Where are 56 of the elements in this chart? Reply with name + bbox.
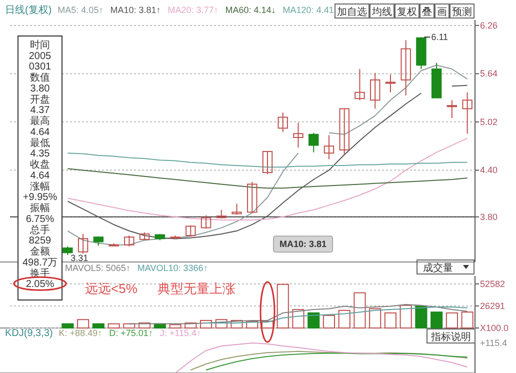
annotation: 指标说明 [430,331,471,343]
text: 4.35 [30,148,50,160]
text: 0301 [28,62,52,73]
text: 3.80 [30,83,50,94]
text: 2.05% [26,279,54,290]
text: 收盘 [30,158,50,171]
text: 叠 [422,7,432,18]
text: MAVOL10: 3366↑ [137,263,208,273]
text: 4.64 [30,126,50,138]
text: 2005 [28,50,52,62]
text: 498.7万 [22,257,58,268]
text: MA20: 3.77↑ [168,5,218,15]
text: 画 [437,7,447,18]
text: +9.95% [22,192,58,204]
text: 总手 [29,224,50,236]
text: K: +88.49↑ [58,328,102,338]
text: 4.37 [30,105,50,116]
y-tick-label: 6.26 [480,20,498,30]
text: 均线 [371,6,392,18]
text: 最高 [30,115,50,128]
text: 加自选 [337,6,367,18]
chart-title: KDJ(9,3,3) [5,328,53,339]
text: 开盘 [30,93,50,106]
text: MA60: 4.14↓ [225,5,276,15]
y-tick-label: 5.64 [480,68,498,79]
annotation: 典型无量上涨 [157,281,236,296]
text: 振幅 [30,202,50,214]
chart-title: 日线(复权) [5,4,52,16]
y-tick-label: 52582 [480,278,506,289]
annotation: 远远<5% [85,281,138,296]
y-tick-label: 4.40 [480,165,498,176]
annotation: 3.31 [70,252,88,263]
text: MA10: 3.81↑ [110,5,161,15]
text: 4.64 [30,170,50,182]
y-tick-label: 5.02 [480,116,498,127]
text: D: +75.01↑ [109,328,153,338]
text: 金额 [30,246,50,258]
text: 复权 [397,6,417,18]
text: 数值 [30,72,50,84]
annotation: 6.11 [431,32,448,42]
text: 预测 [452,6,472,18]
y-tick-label: X100.0 [480,323,509,333]
y-tick-label: 26291 [480,300,506,311]
text: MA120: 4.41 [282,5,334,15]
text: 6.75% [26,214,54,225]
text: 8259 [28,236,52,247]
text: 时间 [30,39,50,51]
series-label: J: +115.4↑ [160,328,201,338]
text: MA5: 4.05↑ [58,5,104,15]
text: +115.4 [480,338,508,348]
text: MAVOL5: 5065↑ [65,263,130,273]
y-tick-label: 3.80 [480,212,498,222]
text: 涨幅 [30,180,50,192]
annotation: MA10: 3.81 [280,239,327,250]
text: 最低 [30,138,50,149]
text: 成交量 [423,262,453,274]
